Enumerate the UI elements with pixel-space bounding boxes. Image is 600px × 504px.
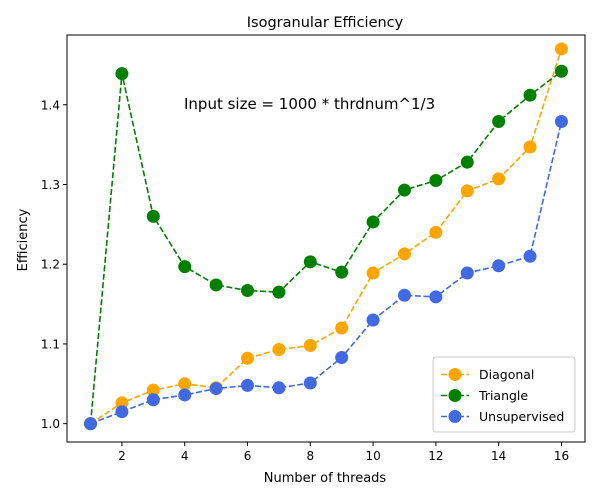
legend-item-diagonal: Diagonal: [441, 367, 534, 382]
series-line-triangle: [89, 70, 562, 424]
series-unsupervised: [84, 115, 568, 431]
series-line-diagonal: [90, 48, 563, 425]
data-point-triangle: [460, 155, 474, 169]
data-point-diagonal: [272, 343, 286, 357]
legend-marker: [448, 368, 462, 381]
legend-label: Unsupervised: [479, 409, 564, 424]
data-point-unsupervised: [303, 376, 317, 390]
y-tick-label: 1.3: [41, 178, 60, 192]
data-point-diagonal: [429, 225, 443, 239]
data-point-diagonal: [335, 321, 349, 335]
data-point-triangle: [272, 285, 286, 299]
legend-marker: [448, 410, 462, 423]
series-line-unsupervised: [90, 121, 563, 425]
data-point-triangle: [335, 265, 349, 279]
data-point-unsupervised: [429, 290, 443, 304]
data-point-diagonal: [460, 184, 474, 198]
y-tick-label: 1.1: [41, 337, 60, 351]
legend-item-triangle: Triangle: [441, 388, 528, 403]
data-point-unsupervised: [84, 417, 98, 431]
y-tick-label: 1.0: [41, 417, 60, 431]
y-axis: 1.0 1.1 1.2 1.3 1.4: [41, 98, 67, 431]
data-point-unsupervised: [272, 381, 286, 395]
data-point-triangle: [397, 183, 411, 197]
x-tick-label: 16: [554, 449, 569, 463]
x-tick-label: 4: [181, 449, 189, 463]
data-point-unsupervised: [335, 350, 349, 364]
data-point-triangle: [523, 88, 537, 102]
data-point-triangle: [429, 173, 443, 187]
data-point-triangle: [554, 64, 568, 78]
data-point-triangle: [492, 115, 506, 129]
series-triangle: [84, 64, 568, 431]
y-axis-label: Efficiency: [16, 208, 31, 271]
x-axis-label: Number of threads: [264, 471, 387, 486]
y-tick-label: 1.2: [41, 258, 60, 272]
data-point-triangle: [209, 278, 223, 292]
data-point-triangle: [303, 255, 317, 269]
data-point-unsupervised: [146, 393, 160, 407]
data-point-triangle: [241, 284, 255, 298]
x-tick-label: 8: [306, 449, 314, 463]
y-tick-label: 1.4: [41, 98, 60, 112]
data-point-triangle: [178, 260, 192, 274]
x-tick-label: 14: [491, 449, 506, 463]
data-point-diagonal: [366, 266, 380, 280]
data-point-unsupervised: [523, 249, 537, 263]
legend-marker: [448, 389, 462, 402]
data-point-diagonal: [523, 140, 537, 154]
data-point-diagonal: [146, 383, 160, 397]
x-tick-label: 2: [118, 449, 126, 463]
data-point-unsupervised: [492, 259, 506, 273]
data-point-unsupervised: [178, 388, 192, 402]
data-point-unsupervised: [554, 115, 568, 129]
data-point-triangle: [366, 215, 380, 229]
data-point-unsupervised: [366, 313, 380, 327]
data-point-unsupervised: [241, 378, 255, 392]
legend: Diagonal Triangle Unsupervised: [432, 356, 576, 433]
x-tick-label: 12: [428, 449, 443, 463]
data-point-unsupervised: [460, 266, 474, 280]
chart-title: Isogranular Efficiency: [247, 15, 404, 31]
legend-label: Triangle: [478, 388, 528, 403]
data-point-diagonal: [178, 377, 192, 391]
data-point-triangle: [146, 209, 160, 223]
chart-annotation: Input size = 1000 * thrdnum^1/3: [184, 95, 435, 113]
data-point-diagonal: [303, 339, 317, 353]
legend-item-unsupervised: Unsupervised: [441, 409, 564, 424]
data-point-unsupervised: [115, 405, 129, 419]
data-point-diagonal: [492, 172, 506, 186]
data-point-unsupervised: [397, 288, 411, 302]
data-point-unsupervised: [209, 382, 223, 396]
series-layer: [84, 42, 568, 431]
legend-label: Diagonal: [479, 367, 534, 382]
x-tick-label: 6: [244, 449, 252, 463]
x-tick-label: 10: [365, 449, 380, 463]
data-point-triangle: [115, 67, 129, 81]
x-axis: 2 4 6 8 10 12 14 16: [118, 442, 569, 463]
legend-frame: [432, 356, 576, 433]
data-point-diagonal: [241, 351, 255, 365]
data-point-diagonal: [554, 42, 568, 56]
data-point-diagonal: [397, 247, 411, 261]
